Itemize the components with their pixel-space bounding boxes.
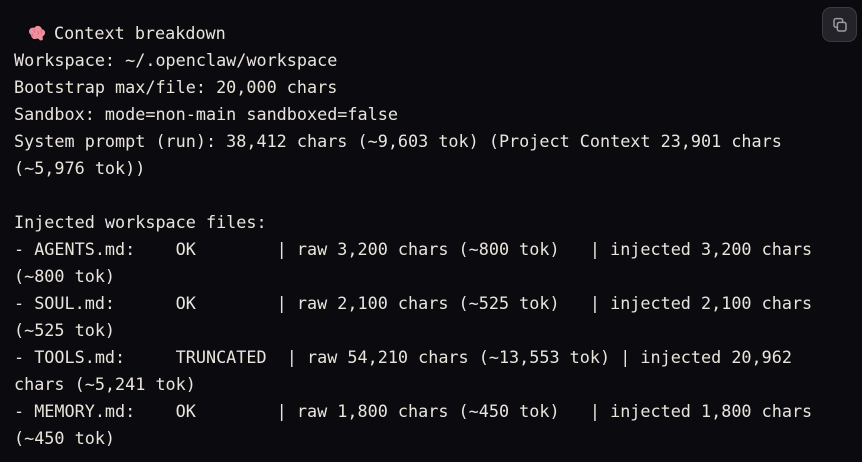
terminal-output: Workspace: ~/.openclaw/workspace Bootstra… <box>14 47 834 452</box>
page-title: Context breakdown <box>54 23 226 43</box>
context-breakdown-header: Context breakdown <box>14 20 834 47</box>
terminal-line: - MEMORY.md: OK | raw 1,800 chars (~450 … <box>14 401 823 448</box>
terminal-line: Workspace: ~/.openclaw/workspace <box>14 50 338 70</box>
copy-icon <box>831 16 849 34</box>
terminal-line: Sandbox: mode=non-main sandboxed=false <box>14 104 398 124</box>
copy-button[interactable] <box>822 7 857 42</box>
terminal-line: - TOOLS.md: TRUNCATED | raw 54,210 chars… <box>14 347 803 394</box>
terminal-line: Injected workspace files: <box>14 212 267 232</box>
terminal-line: Bootstrap max/file: 20,000 chars <box>14 77 338 97</box>
terminal-line: System prompt (run): 38,412 chars (~9,60… <box>14 131 792 178</box>
terminal-line: - AGENTS.md: OK | raw 3,200 chars (~800 … <box>14 239 823 286</box>
terminal-line <box>14 182 834 209</box>
terminal-line: - SOUL.md: OK | raw 2,100 chars (~525 to… <box>14 293 823 340</box>
brain-emoji-icon <box>29 25 46 40</box>
